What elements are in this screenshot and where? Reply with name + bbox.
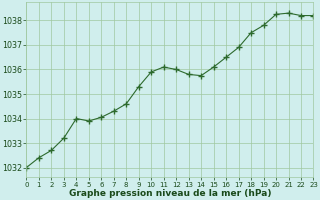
X-axis label: Graphe pression niveau de la mer (hPa): Graphe pression niveau de la mer (hPa) [69, 189, 271, 198]
